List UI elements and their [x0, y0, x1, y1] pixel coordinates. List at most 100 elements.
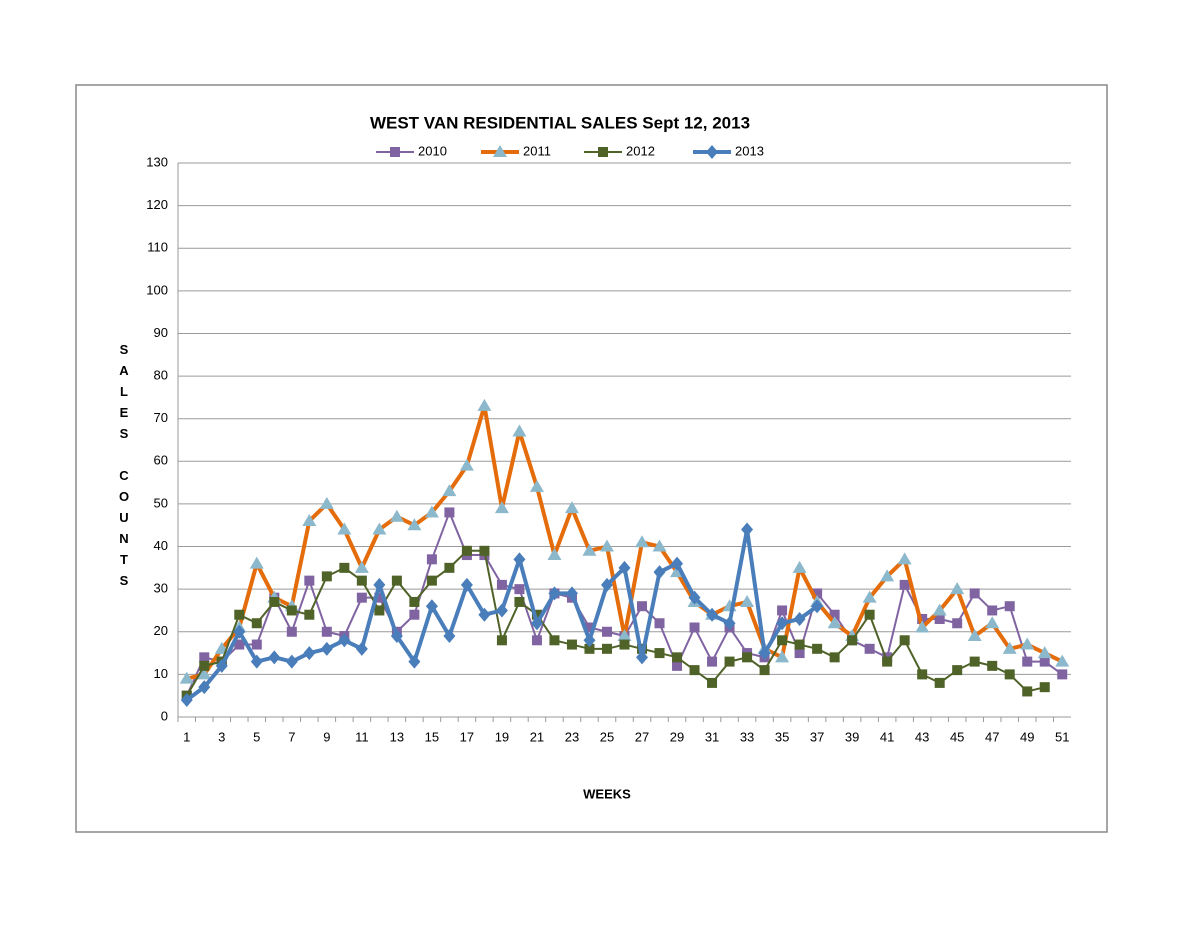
marker — [389, 509, 404, 522]
marker — [478, 607, 491, 622]
marker — [337, 522, 352, 535]
marker — [952, 618, 963, 629]
marker — [302, 513, 317, 526]
marker — [565, 586, 578, 601]
marker — [987, 605, 998, 616]
marker — [1002, 641, 1017, 654]
y-tick-label: 130 — [146, 154, 168, 169]
y-tick-label: 30 — [154, 581, 168, 596]
marker — [932, 603, 947, 616]
marker — [409, 596, 420, 607]
marker — [598, 147, 608, 157]
marker — [1020, 637, 1035, 650]
marker — [304, 609, 315, 620]
marker — [444, 507, 455, 518]
marker — [1004, 669, 1015, 680]
marker — [268, 650, 281, 665]
marker — [479, 545, 490, 556]
marker — [636, 650, 649, 665]
y-tick-label: 50 — [154, 495, 168, 510]
marker — [584, 643, 595, 654]
marker — [617, 629, 632, 642]
marker — [269, 596, 280, 607]
y-tick-label: 90 — [154, 325, 168, 340]
x-tick-label: 25 — [600, 729, 614, 744]
marker — [1039, 682, 1050, 693]
marker — [689, 622, 700, 633]
marker — [654, 618, 665, 629]
x-tick-label: 1 — [183, 729, 190, 744]
x-tick-label: 37 — [810, 729, 824, 744]
legend-label: 2013 — [735, 143, 764, 158]
x-tick-label: 33 — [740, 729, 754, 744]
marker — [425, 599, 438, 614]
marker — [197, 667, 212, 680]
marker — [1037, 646, 1052, 659]
marker — [811, 599, 824, 614]
marker — [812, 588, 823, 599]
marker — [652, 539, 667, 552]
x-tick-label: 31 — [705, 729, 719, 744]
marker — [179, 671, 194, 684]
marker — [390, 147, 400, 157]
marker — [321, 626, 332, 637]
marker — [600, 577, 613, 592]
marker — [812, 643, 823, 654]
marker — [442, 484, 457, 497]
marker — [794, 648, 805, 659]
x-tick-label: 13 — [390, 729, 404, 744]
x-tick-label: 51 — [1055, 729, 1069, 744]
marker — [689, 665, 700, 676]
marker — [234, 639, 245, 650]
marker — [637, 601, 648, 612]
marker — [897, 552, 912, 565]
y-tick-label: 80 — [154, 368, 168, 383]
legend-label: 2011 — [523, 143, 551, 158]
marker — [199, 660, 210, 671]
marker — [494, 501, 509, 514]
marker — [724, 656, 735, 667]
marker — [234, 609, 245, 620]
marker — [985, 616, 1000, 629]
marker — [1022, 686, 1033, 697]
y-axis-label: SALES COUNTS — [117, 342, 132, 594]
marker — [390, 629, 403, 644]
marker — [303, 646, 316, 661]
x-axis-label: WEEKS — [583, 786, 631, 801]
marker — [723, 616, 736, 631]
marker — [460, 577, 473, 592]
marker — [758, 646, 771, 661]
marker — [777, 605, 788, 616]
marker — [319, 496, 334, 509]
marker — [950, 582, 965, 595]
marker — [477, 398, 492, 411]
marker — [584, 622, 595, 633]
marker — [1004, 601, 1015, 612]
marker — [374, 592, 385, 603]
marker — [706, 607, 719, 622]
x-tick-label: 3 — [218, 729, 225, 744]
marker — [320, 641, 333, 656]
marker — [619, 639, 630, 650]
marker — [338, 633, 351, 648]
marker — [549, 635, 560, 646]
marker — [1039, 656, 1050, 667]
marker — [339, 562, 350, 573]
marker — [742, 652, 753, 663]
y-tick-label: 110 — [147, 240, 168, 255]
marker — [601, 626, 612, 637]
marker — [987, 660, 998, 671]
x-tick-label: 29 — [670, 729, 684, 744]
marker — [707, 677, 718, 688]
x-tick-label: 47 — [985, 729, 999, 744]
marker — [321, 571, 332, 582]
y-tick-label: 20 — [154, 623, 168, 638]
marker — [793, 611, 806, 626]
marker — [864, 643, 875, 654]
x-tick-label: 45 — [950, 729, 964, 744]
x-tick-label: 23 — [565, 729, 579, 744]
x-tick-label: 17 — [460, 729, 474, 744]
marker — [286, 605, 297, 616]
marker — [882, 656, 893, 667]
